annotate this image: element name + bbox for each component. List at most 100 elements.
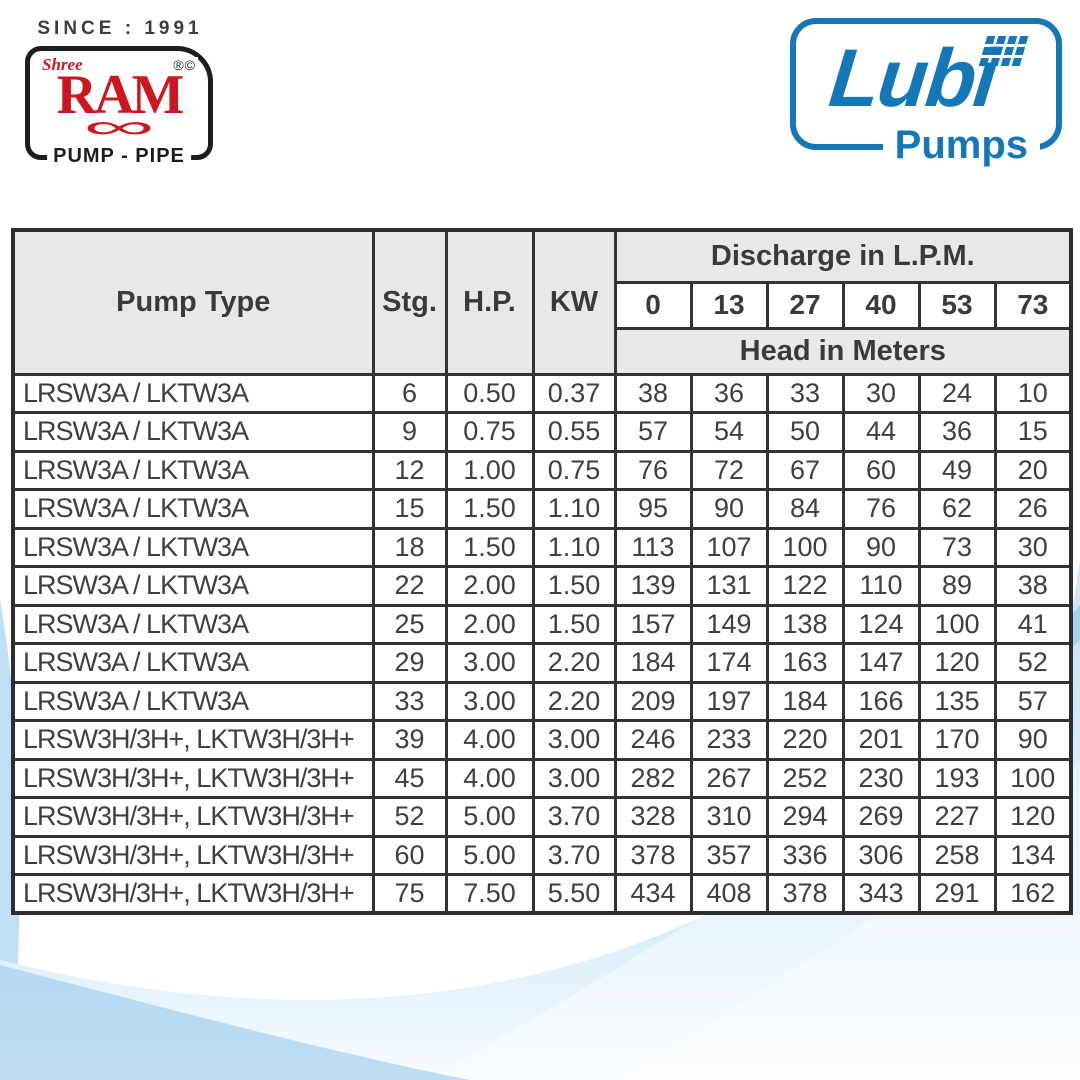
head-cell: 90 [993,719,1073,761]
pump-type-cell: LRSW3H/3H+, LKTW3H/3H+ [11,757,375,799]
discharge-value: 40 [841,280,921,330]
head-cell: 30 [841,372,921,414]
head-cell: 174 [689,642,769,684]
head-cell: 41 [993,603,1073,645]
head-cell: 408 [689,873,769,915]
stg-cell: 6 [371,372,448,414]
head-cell: 193 [917,757,997,799]
pump-type-cell: LRSW3A / LKTW3A [11,642,375,684]
head-cell: 100 [765,526,845,568]
pump-type-cell: LRSW3H/3H+, LKTW3H/3H+ [11,796,375,838]
head-cell: 336 [765,834,845,876]
head-cell: 67 [765,449,845,491]
head-cell: 227 [917,796,997,838]
head-cell: 73 [917,526,997,568]
table-row: LRSW3A / LKTW3A 18 1.50 1.10 113 107 100… [11,526,1073,568]
head-cell: 246 [613,719,693,761]
head-cell: 54 [689,411,769,453]
head-cell: 49 [917,449,997,491]
head-cell: 36 [917,411,997,453]
header-head-title: Head in Meters [613,326,1073,376]
pump-type-cell: LRSW3A / LKTW3A [11,603,375,645]
hp-cell: 0.75 [444,411,535,453]
discharge-value: 73 [993,280,1073,330]
lubi-grid-icon [978,36,1029,66]
head-cell: 310 [689,796,769,838]
stg-cell: 75 [371,873,448,915]
kw-cell: 0.55 [531,411,617,453]
head-cell: 157 [613,603,693,645]
head-cell: 62 [917,488,997,530]
stg-cell: 33 [371,680,448,722]
kw-cell: 5.50 [531,873,617,915]
discharge-value: 0 [613,280,693,330]
head-cell: 258 [917,834,997,876]
head-cell: 57 [613,411,693,453]
since-1991-text: SINCE : 1991 [37,18,203,39]
head-cell: 107 [689,526,769,568]
pump-table-body: LRSW3A / LKTW3A 6 0.50 0.37 38 36 33 30 … [11,372,1073,915]
head-cell: 197 [689,680,769,722]
kw-cell: 3.70 [531,834,617,876]
hp-cell: 1.50 [444,488,535,530]
head-cell: 24 [917,372,997,414]
head-cell: 269 [841,796,921,838]
head-cell: 90 [841,526,921,568]
kw-cell: 1.10 [531,488,617,530]
head-cell: 149 [689,603,769,645]
head-cell: 110 [841,565,921,607]
stg-cell: 12 [371,449,448,491]
head-cell: 434 [613,873,693,915]
head-cell: 328 [613,796,693,838]
head-cell: 209 [613,680,693,722]
shree-text: Shree [42,55,83,74]
discharge-value: 53 [917,280,997,330]
table-row: LRSW3A / LKTW3A 22 2.00 1.50 139 131 122… [11,565,1073,607]
head-cell: 90 [689,488,769,530]
table-row: LRSW3H/3H+, LKTW3H/3H+ 52 5.00 3.70 328 … [11,796,1073,838]
infinity-flourish-icon: ∞ [83,109,155,145]
ram-wordmark: RAM [56,64,185,126]
head-cell: 95 [613,488,693,530]
header-discharge-title: Discharge in L.P.M. [613,228,1073,284]
pump-type-cell: LRSW3H/3H+, LKTW3H/3H+ [11,873,375,915]
discharge-value: 13 [689,280,769,330]
stg-cell: 9 [371,411,448,453]
stg-cell: 60 [371,834,448,876]
table-row: LRSW3A / LKTW3A 25 2.00 1.50 157 149 138… [11,603,1073,645]
head-cell: 139 [613,565,693,607]
registered-copyright-marks: ®© [171,57,198,73]
head-cell: 120 [993,796,1073,838]
pump-type-cell: LRSW3A / LKTW3A [11,411,375,453]
table-row: LRSW3A / LKTW3A 12 1.00 0.75 76 72 67 60… [11,449,1073,491]
head-cell: 15 [993,411,1073,453]
head-cell: 233 [689,719,769,761]
table-row: LRSW3A / LKTW3A 15 1.50 1.10 95 90 84 76… [11,488,1073,530]
head-cell: 38 [993,565,1073,607]
pump-spec-table: Pump Type Stg. H.P. KW Discharge in L.P.… [11,228,1074,915]
head-cell: 378 [613,834,693,876]
pump-type-cell: LRSW3H/3H+, LKTW3H/3H+ [11,834,375,876]
head-cell: 113 [613,526,693,568]
head-cell: 76 [613,449,693,491]
head-cell: 220 [765,719,845,761]
kw-cell: 3.00 [531,757,617,799]
lubi-logo-frame: Lubi Pumps [790,18,1062,167]
discharge-value: 27 [765,280,845,330]
head-cell: 38 [613,372,693,414]
head-cell: 131 [689,565,769,607]
head-cell: 89 [917,565,997,607]
stg-cell: 15 [371,488,448,530]
table-row: LRSW3H/3H+, LKTW3H/3H+ 39 4.00 3.00 246 … [11,719,1073,761]
head-cell: 84 [765,488,845,530]
pump-type-cell: LRSW3A / LKTW3A [11,488,375,530]
hp-cell: 2.00 [444,603,535,645]
stg-cell: 18 [371,526,448,568]
head-cell: 20 [993,449,1073,491]
pump-type-cell: LRSW3A / LKTW3A [11,565,375,607]
head-cell: 282 [613,757,693,799]
pump-type-cell: LRSW3A / LKTW3A [11,680,375,722]
head-cell: 120 [917,642,997,684]
head-cell: 100 [993,757,1073,799]
